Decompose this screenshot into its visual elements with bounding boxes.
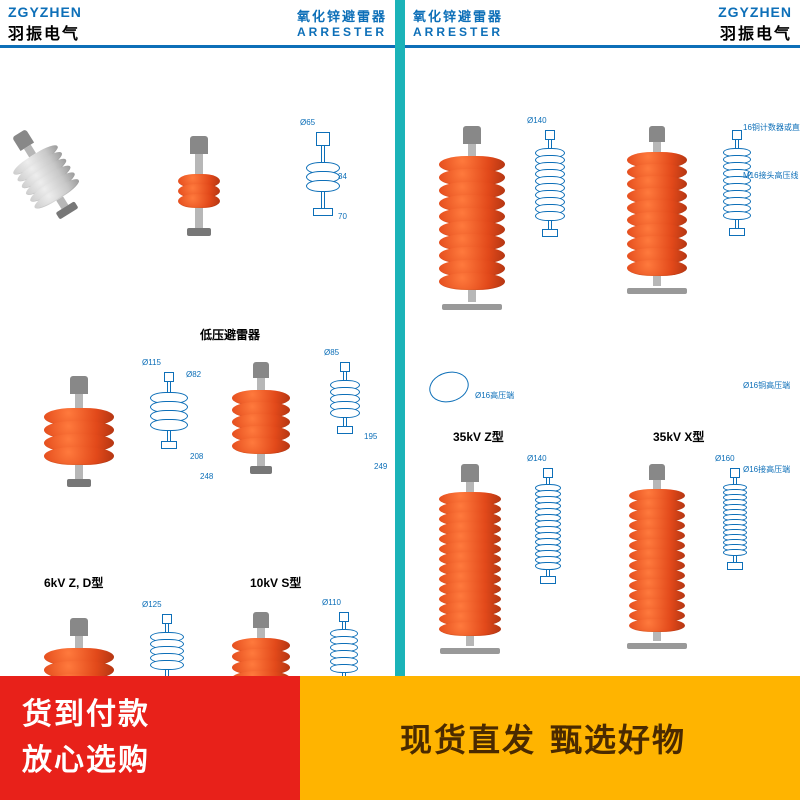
low_voltage_photo-photo [178, 136, 220, 236]
dimension-label: Ø65 [300, 118, 315, 127]
66kv_a_photo-photo [439, 464, 501, 654]
grading-ring-outline [426, 367, 472, 406]
6kv_zd_photo-photo [44, 376, 114, 487]
brand-code: ZGYZHEN [718, 4, 792, 20]
promo-red-line2: 放心选购 [22, 738, 300, 784]
6kv_zd_tech-drawing: Ø115Ø82208248 [150, 372, 188, 449]
35kv_z_photo-photo [439, 126, 505, 310]
page-title-cn: 氧化锌避雷器 [413, 6, 503, 25]
page-header-right: 氧化锌避雷器 ARRESTER ZGYZHEN 羽振电气 [405, 0, 800, 56]
page-title-cn: 氧化锌避雷器 [297, 6, 387, 25]
product-label: 低压避雷器 [200, 326, 260, 343]
dimension-label: Ø140 [527, 454, 547, 463]
35kv_x_tech-drawing: 16铜计数器或直接高压线M16接头高压线Ø16铜高压端 [723, 130, 751, 236]
promo-red-banner: 货到付款 放心选购 [0, 676, 300, 800]
dimension-label: Ø16接高压端 [743, 464, 790, 475]
dimension-label: Ø16高压端 [475, 390, 514, 401]
low_voltage_tech-drawing: Ø653470 [306, 132, 340, 216]
porcelain_arrester-photo [0, 119, 91, 227]
66kv_b_tech-drawing: Ø160Ø16接高压端 [723, 468, 747, 570]
title-block-left: 氧化锌避雷器 ARRESTER [297, 6, 387, 39]
dimension-label: Ø160 [715, 454, 735, 463]
product-label: 10kV S型 [250, 574, 301, 591]
promo-red-line1: 货到付款 [22, 692, 300, 738]
dimension-label: 16铜计数器或直接高压线 [743, 122, 800, 133]
dimension-label: Ø110 [322, 598, 341, 607]
dimension-label: 248 [200, 472, 213, 481]
product-label: 35kV X型 [653, 428, 704, 445]
dimension-label: Ø115 [142, 358, 161, 367]
product-label: 35kV Z型 [453, 428, 504, 445]
header-rule [0, 45, 395, 48]
dimension-label: Ø82 [186, 370, 201, 379]
page-title-en: ARRESTER [413, 25, 503, 39]
page-header-left: ZGYZHEN 羽振电气 氧化锌避雷器 ARRESTER [0, 0, 395, 56]
page-title-en: ARRESTER [297, 25, 387, 39]
dimension-label: Ø85 [324, 348, 339, 357]
dimension-label: M16接头高压线 [743, 170, 799, 181]
brand-code: ZGYZHEN [8, 4, 82, 20]
dimension-label: 208 [190, 452, 203, 461]
66kv_b_photo-photo [627, 464, 687, 649]
dimension-label: 249 [374, 462, 387, 471]
brand-name-cn: 羽振电气 [8, 20, 82, 44]
dimension-label: 70 [338, 212, 347, 221]
66kv_a_tech-drawing: Ø140Ø16高压端 [535, 468, 561, 584]
header-rule [405, 45, 800, 48]
dimension-label: 34 [338, 172, 347, 181]
brand-name-cn: 羽振电气 [718, 20, 792, 44]
dimension-label: Ø16铜高压端 [743, 380, 790, 391]
product-label: 6kV Z, D型 [44, 574, 103, 591]
dimension-label: Ø140 [527, 116, 547, 125]
promo-yellow-big2: 甄选好物 [550, 715, 686, 761]
dimension-label: Ø125 [142, 600, 162, 609]
brand-block-right: ZGYZHEN 羽振电气 [718, 4, 792, 44]
dimension-label: 195 [364, 432, 377, 441]
promo-yellow-banner: 现货直发 甄选好物 [300, 676, 800, 800]
title-block-right: 氧化锌避雷器 ARRESTER [413, 6, 503, 39]
35kv_z_tech-drawing: Ø140Ø16高压端 [535, 130, 565, 237]
10kv_s_photo-photo [232, 362, 290, 474]
35kv_x_photo-photo [627, 126, 687, 294]
promo-yellow-big1: 现货直发 [400, 715, 536, 761]
10kv_s_tech-drawing: Ø85195249 [330, 362, 360, 434]
brand-block-left: ZGYZHEN 羽振电气 [8, 4, 82, 44]
